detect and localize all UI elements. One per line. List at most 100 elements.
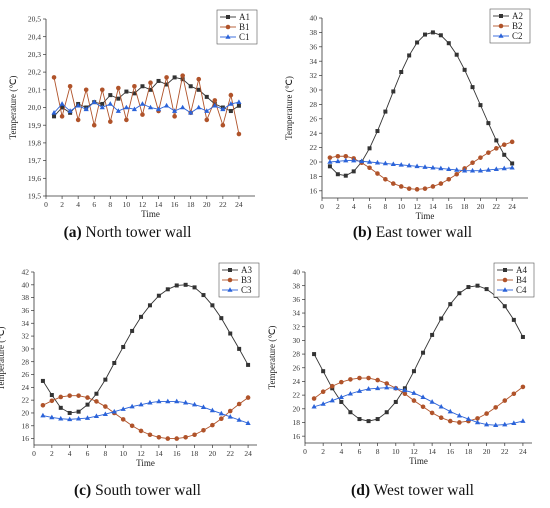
data-point	[421, 350, 426, 355]
data-point	[347, 390, 353, 396]
data-point	[447, 408, 453, 414]
y-tick-label: 19,7	[28, 156, 41, 165]
y-tick-label: 16	[310, 186, 318, 195]
data-point	[438, 415, 444, 420]
data-point	[454, 52, 459, 57]
data-point	[366, 375, 371, 381]
data-point	[172, 114, 177, 119]
chart-north: 0 2 4 6 8 10 12 14 16 18 20 22 24 19,5 19,6 19,7 19,8 19,…	[0, 0, 275, 254]
data-point	[85, 402, 90, 407]
x-tick-label: 14	[155, 449, 163, 458]
y-tick-label: 40	[293, 268, 301, 277]
data-point	[245, 420, 251, 426]
data-point	[501, 142, 507, 148]
x-tick-label: 2	[50, 449, 54, 458]
caption-east: (b) East tower wall	[275, 224, 550, 242]
data-point	[448, 302, 453, 307]
y-tick-label: 36	[310, 42, 318, 51]
data-point	[40, 378, 45, 383]
data-point	[343, 157, 349, 163]
data-point	[351, 169, 356, 174]
y-tick-label: 20,3	[28, 50, 41, 59]
series-line	[53, 75, 240, 135]
data-point	[58, 405, 63, 410]
legend-label: C3	[241, 285, 252, 295]
data-point	[367, 165, 372, 171]
data-point	[493, 166, 499, 171]
x-tick-label: 12	[137, 449, 145, 458]
x-tick-label: 16	[171, 200, 179, 209]
x-tick-label: 4	[68, 449, 72, 458]
data-point	[475, 283, 480, 288]
data-point	[510, 161, 515, 166]
data-point	[520, 384, 526, 390]
data-point	[165, 436, 171, 441]
legend-marker	[499, 14, 503, 18]
legend-label: B2	[512, 21, 523, 31]
data-point	[320, 389, 326, 394]
y-tick-label: 40	[310, 14, 318, 23]
data-point	[58, 415, 64, 421]
chart-west-plot: 0 2 4 6 8 10 12 14 16 18 20 22 241618202224262830323…	[267, 262, 535, 466]
data-point	[411, 398, 417, 403]
data-point	[204, 117, 210, 123]
y-tick-label: 20,0	[28, 103, 41, 112]
data-point	[188, 110, 194, 115]
data-point	[329, 397, 335, 403]
data-point	[227, 414, 233, 419]
y-tick-label: 19,5	[28, 192, 41, 201]
data-point	[212, 102, 218, 108]
data-point	[429, 410, 435, 416]
data-point	[76, 409, 81, 414]
data-point	[311, 396, 317, 401]
y-tick-label: 30	[310, 86, 318, 95]
data-point	[469, 167, 476, 173]
data-point	[466, 285, 471, 290]
data-point	[52, 114, 57, 119]
data-point	[429, 399, 435, 404]
data-point	[191, 401, 198, 407]
chart-south-plot: 0 2 4 6 8 10 12 14 16 18 20 22 241618202224262830323…	[0, 262, 260, 468]
data-point	[411, 390, 417, 395]
series-line	[42, 395, 249, 440]
data-point	[327, 155, 333, 160]
caption-letter: (a)	[63, 224, 82, 241]
data-point	[49, 393, 54, 398]
y-tick-label: 38	[310, 28, 318, 37]
data-point	[430, 30, 435, 35]
data-point	[446, 41, 451, 46]
legend-marker	[227, 287, 233, 292]
data-point	[236, 103, 241, 108]
data-point	[120, 417, 126, 422]
caption-west: (d) West tower wall	[275, 482, 550, 500]
x-tick-label: 16	[445, 202, 453, 211]
y-tick-label: 20	[310, 158, 318, 167]
x-axis-label: Time	[136, 458, 155, 468]
legend-label: A4	[516, 265, 527, 275]
data-point	[438, 165, 444, 171]
y-tick-label: 30	[293, 336, 301, 345]
x-tick-label: 20	[209, 449, 217, 458]
data-point	[204, 108, 210, 113]
data-point	[367, 146, 372, 151]
x-tick-label: 2	[60, 200, 64, 209]
data-point	[439, 316, 444, 321]
y-tick-label: 18	[22, 421, 30, 430]
data-point	[103, 404, 108, 409]
x-tick-label: 14	[155, 200, 163, 209]
data-point	[335, 153, 341, 159]
data-point	[502, 398, 508, 403]
data-point	[478, 155, 483, 160]
data-point	[103, 377, 108, 382]
y-tick-label: 26	[22, 370, 30, 379]
data-point	[115, 108, 121, 113]
y-tick-label: 22	[310, 143, 318, 152]
data-point	[228, 331, 233, 336]
y-axis-label: Temperature (℃)	[8, 76, 18, 140]
data-point	[220, 106, 226, 112]
x-tick-label: 24	[244, 449, 252, 458]
data-point	[156, 78, 161, 83]
legend-marker	[498, 33, 504, 38]
y-tick-label: 28	[22, 357, 30, 366]
